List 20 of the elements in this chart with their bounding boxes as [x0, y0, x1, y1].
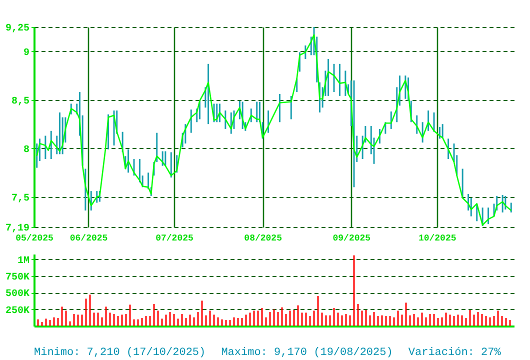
- x-tick-label: 07/2025: [156, 234, 194, 244]
- x-tick-label: 06/2025: [70, 234, 108, 244]
- y-tick-label: 8: [23, 144, 30, 156]
- text: Minimo: 7,210 (17/10/2025): [34, 347, 206, 359]
- x-tick-label: 05/2025: [16, 234, 54, 244]
- x-tick-label: 09/2025: [332, 234, 371, 244]
- y-tick-label: 500K: [5, 289, 30, 300]
- y-tick-label: 9,25: [5, 24, 30, 34]
- y-tick-label: 750K: [5, 272, 30, 284]
- y-tick-label: 7,19: [5, 224, 30, 234]
- y-tick-label: 250K: [5, 306, 30, 317]
- line-series: [36, 34, 512, 226]
- x-tick-label: 10/2025: [418, 234, 456, 244]
- text: Maximo: 9,170 (19/08/2025): [221, 347, 393, 359]
- x-tick-label: 08/2025: [244, 234, 282, 244]
- y-tick-label: 1M: [17, 256, 30, 267]
- y-tick-label: 8,5: [11, 96, 30, 108]
- text: Variación: 27%: [408, 347, 502, 359]
- y-tick-label: 7,5: [11, 193, 30, 204]
- y-tick-label: 9: [23, 48, 30, 59]
